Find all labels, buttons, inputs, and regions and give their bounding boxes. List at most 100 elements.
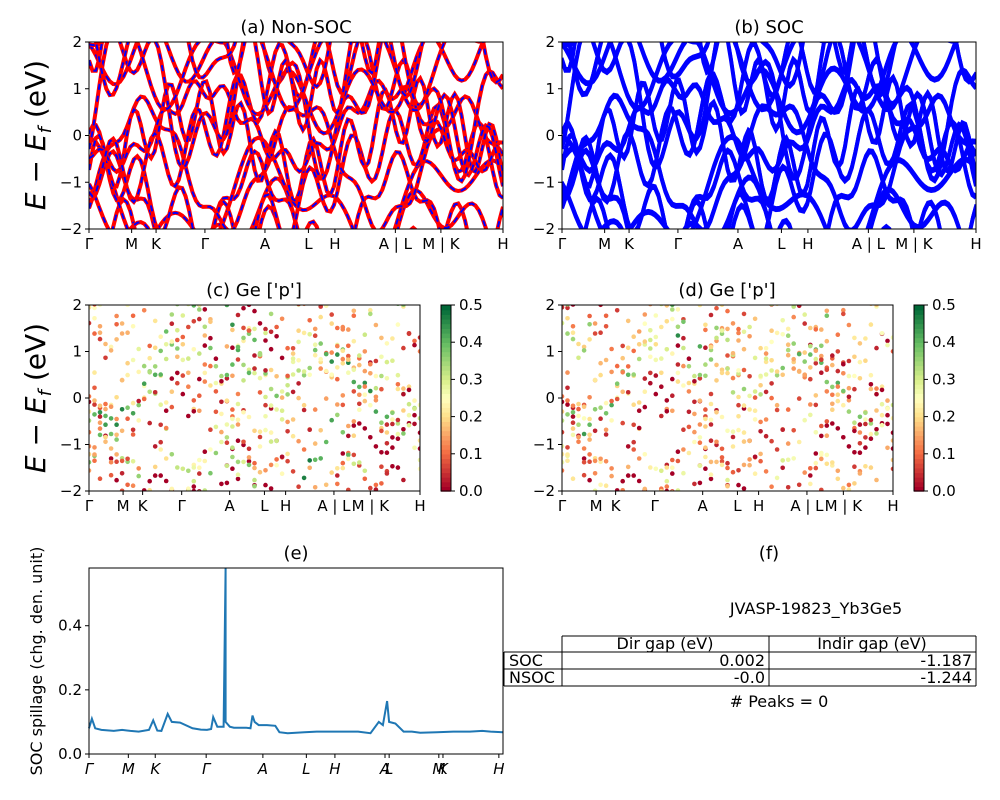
scatter-point	[604, 270, 609, 275]
x-tick-label: L	[733, 497, 742, 515]
scatter-point	[758, 451, 763, 457]
scatter-point	[736, 368, 741, 373]
scatter-point	[830, 285, 835, 290]
scatter-point	[769, 358, 774, 363]
scatter-point	[252, 353, 257, 358]
scatter-point	[108, 344, 114, 350]
scatter-point	[235, 312, 241, 318]
table-cell: -0.0	[734, 668, 765, 687]
scatter-point	[763, 372, 769, 377]
scatter-point	[169, 486, 175, 491]
colorbar-segment	[914, 374, 924, 381]
scatter-point	[291, 530, 296, 535]
scatter-point	[97, 410, 103, 415]
scatter-point	[763, 351, 769, 356]
scatter-point	[846, 358, 852, 364]
scatter-point	[401, 427, 406, 432]
scatter-point	[565, 402, 570, 407]
scatter-point	[703, 362, 708, 367]
scatter-point	[692, 411, 697, 417]
scatter-point	[374, 297, 379, 302]
scatter-point	[664, 398, 670, 403]
scatter-point	[368, 402, 373, 408]
scatter-point	[736, 326, 741, 332]
band-line-dash	[89, 104, 503, 229]
scatter-point	[274, 334, 279, 339]
scatter-point	[307, 465, 313, 471]
scatter-point	[581, 348, 587, 353]
colorbar-segment	[914, 305, 924, 311]
scatter-point	[290, 346, 296, 351]
scatter-point	[631, 422, 636, 428]
scatter-point	[747, 374, 752, 379]
scatter-point	[186, 324, 191, 330]
scatter-point	[141, 396, 147, 402]
scatter-point	[714, 439, 719, 445]
scatter-point	[681, 558, 686, 563]
scatter-point	[296, 358, 301, 363]
scatter-point	[401, 549, 406, 554]
scatter-point	[340, 393, 346, 398]
scatter-point	[368, 371, 373, 376]
scatter-point	[158, 402, 163, 408]
scatter-point	[163, 425, 169, 431]
scatter-point	[697, 480, 703, 486]
scatter-point	[301, 447, 307, 452]
scatter-point	[562, 451, 565, 457]
scatter-point	[175, 465, 180, 470]
scatter-point	[874, 431, 879, 436]
scatter-point	[780, 365, 785, 371]
colorbar-segment	[914, 388, 924, 394]
scatter-point	[390, 435, 395, 440]
scatter-point	[664, 305, 670, 308]
scatter-point	[390, 496, 395, 501]
scatter-point	[562, 399, 565, 405]
scatter-point	[841, 361, 846, 367]
scatter-point	[103, 295, 108, 300]
scatter-point	[752, 395, 758, 400]
scatter-point	[648, 465, 653, 470]
scatter-point	[714, 378, 719, 383]
colorbar-segment	[914, 463, 924, 469]
scatter-point	[852, 420, 857, 426]
x-tick-label: Γ	[85, 235, 94, 253]
scatter-point	[92, 316, 97, 321]
scatter-point	[819, 267, 824, 272]
scatter-point	[780, 427, 785, 433]
scatter-point	[863, 464, 868, 469]
scatter-point	[835, 368, 841, 374]
scatter-point	[603, 427, 609, 433]
scatter-point	[565, 305, 570, 307]
scatter-point	[808, 365, 813, 370]
scatter-point	[279, 355, 285, 361]
scatter-point	[714, 410, 719, 415]
scatter-point	[130, 400, 136, 406]
scatter-point	[802, 321, 807, 326]
scatter-point	[631, 447, 636, 452]
scatter-point	[136, 473, 141, 479]
scatter-point	[235, 401, 241, 407]
scatter-point	[802, 564, 807, 569]
scatter-point	[747, 457, 752, 462]
panel-d-colorbar: 0.00.10.20.30.40.5	[913, 296, 956, 500]
scatter-point	[570, 426, 576, 431]
scatter-point	[181, 517, 186, 522]
scatter-point	[841, 435, 846, 440]
scatter-point	[868, 386, 874, 392]
scatter-point	[351, 433, 357, 439]
scatter-point	[147, 478, 152, 484]
colorbar-tick-label: 0.3	[459, 370, 483, 388]
scatter-point	[368, 388, 373, 394]
scatter-point	[252, 326, 257, 332]
scatter-point	[719, 462, 725, 468]
scatter-point	[340, 348, 346, 354]
scatter-point	[631, 334, 636, 340]
colorbar-segment	[914, 398, 924, 404]
scatter-point	[835, 426, 841, 431]
scatter-point	[418, 285, 423, 290]
scatter-point	[609, 473, 614, 479]
scatter-point	[571, 298, 576, 303]
table-cell: -1.187	[920, 651, 972, 670]
scatter-point	[279, 408, 285, 414]
scatter-point	[412, 398, 417, 403]
